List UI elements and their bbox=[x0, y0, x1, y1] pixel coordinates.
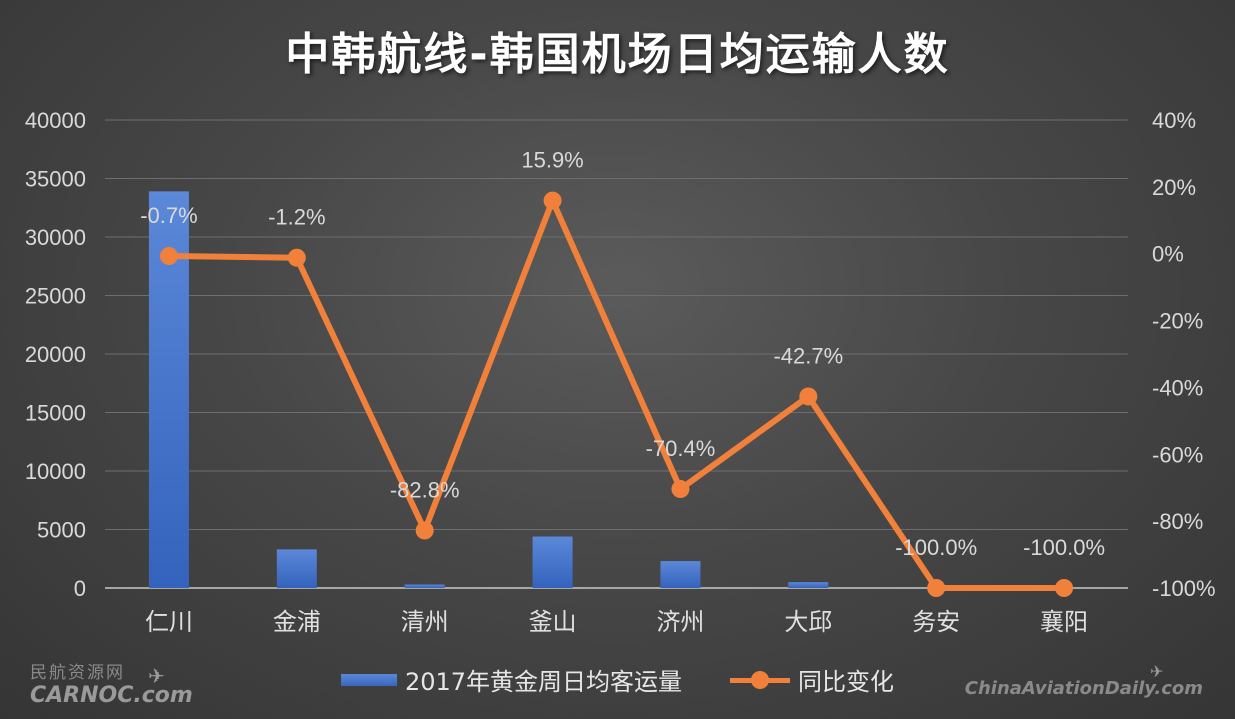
y-right-tick-label: -80% bbox=[1152, 509, 1203, 534]
line-point-务安 bbox=[927, 579, 946, 597]
line-point-清州 bbox=[415, 521, 434, 540]
y-left-tick-label: 30000 bbox=[25, 225, 86, 250]
line-data-label: -42.7% bbox=[773, 343, 843, 368]
x-tick-label: 釜山 bbox=[529, 608, 577, 636]
watermark-chinaaviationdaily: ChinaAviationDaily.com bbox=[964, 678, 1203, 699]
watermark-carnoc-en: CARNOC.com bbox=[30, 683, 193, 708]
y-right-tick-label: 0% bbox=[1152, 242, 1184, 267]
line-data-label: -0.7% bbox=[140, 203, 197, 228]
line-data-label: 15.9% bbox=[521, 148, 583, 173]
chart-title: 中韩航线-韩国机场日均运输人数 bbox=[285, 29, 950, 80]
legend-line-label: 同比变化 bbox=[798, 668, 895, 696]
line-point-济州 bbox=[671, 480, 690, 499]
y-right-tick-label: 20% bbox=[1152, 175, 1196, 200]
bar-济州 bbox=[660, 561, 701, 588]
x-tick-label: 襄阳 bbox=[1040, 608, 1088, 636]
x-tick-label: 务安 bbox=[912, 608, 960, 636]
x-tick-label: 金浦 bbox=[273, 608, 321, 636]
x-tick-label: 仁川 bbox=[145, 608, 193, 636]
line-data-label: -100.0% bbox=[895, 535, 977, 560]
legend-line-swatch bbox=[730, 670, 791, 690]
legend-item-bar: 2017年黄金周日均客运量 bbox=[340, 662, 683, 697]
line-data-label: -70.4% bbox=[646, 436, 716, 461]
bar-大邱 bbox=[788, 582, 829, 588]
line-point-大邱 bbox=[799, 387, 818, 406]
line-data-label: -1.2% bbox=[268, 205, 325, 230]
y-right-tick-label: -60% bbox=[1152, 442, 1203, 467]
y-right-tick-label: -100% bbox=[1152, 576, 1216, 601]
y-left-tick-label: 10000 bbox=[25, 459, 86, 484]
y-left-tick-label: 15000 bbox=[25, 401, 86, 426]
legend-bar-label: 2017年黄金周日均客运量 bbox=[404, 668, 683, 696]
line-data-label: -100.0% bbox=[1023, 535, 1105, 560]
legend-item-line: 同比变化 bbox=[730, 662, 894, 697]
x-tick-label: 大邱 bbox=[784, 608, 832, 636]
y-left-tick-label: 40000 bbox=[25, 108, 86, 133]
line-point-釜山 bbox=[543, 191, 562, 210]
line-series-yoy bbox=[165, 197, 1068, 591]
x-tick-label: 济州 bbox=[656, 608, 704, 636]
y-right-tick-label: 40% bbox=[1152, 108, 1196, 133]
chart-legend: 2017年黄金周日均客运量 同比变化 bbox=[0, 662, 1235, 697]
y-left-tick-label: 25000 bbox=[25, 284, 86, 309]
bar-釜山 bbox=[532, 536, 573, 588]
y-right-tick-label: -20% bbox=[1152, 309, 1203, 334]
line-data-label: -82.8% bbox=[390, 478, 460, 503]
x-tick-label: 清州 bbox=[401, 608, 449, 636]
bar-金浦 bbox=[276, 549, 317, 588]
plane-logo-small-icon: ✈ bbox=[1150, 662, 1164, 681]
line-point-襄阳 bbox=[1055, 579, 1074, 597]
y-left-tick-label: 0 bbox=[74, 576, 86, 601]
y-left-tick-label: 35000 bbox=[25, 167, 86, 192]
line-point-金浦 bbox=[287, 248, 306, 267]
watermark-carnoc-cn: 民航资源网 bbox=[30, 663, 125, 683]
plane-logo-icon: ✈ bbox=[148, 664, 165, 688]
y-left-tick-label: 20000 bbox=[25, 342, 86, 367]
y-right-tick-label: -40% bbox=[1152, 375, 1203, 400]
bar-清州 bbox=[404, 584, 445, 588]
line-point-仁川 bbox=[159, 247, 178, 266]
legend-bar-swatch bbox=[340, 673, 397, 686]
watermark-carnoc: 民航资源网 CARNOC.com bbox=[30, 658, 193, 708]
y-left-tick-label: 5000 bbox=[37, 518, 86, 543]
